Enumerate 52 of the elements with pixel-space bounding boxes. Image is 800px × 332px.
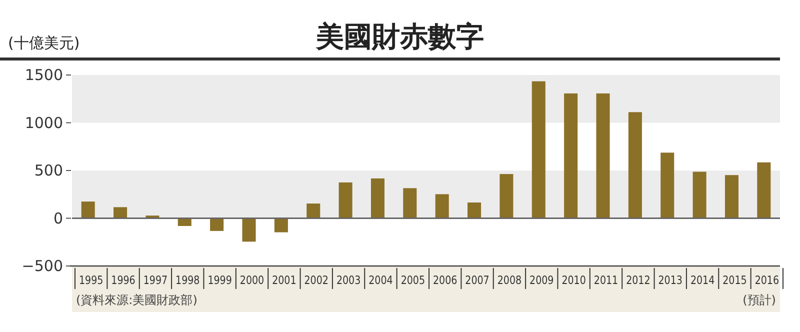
bar bbox=[724, 175, 738, 218]
y-axis-title: (十億美元) bbox=[8, 34, 80, 52]
bar bbox=[178, 218, 192, 226]
bar bbox=[274, 218, 288, 232]
x-tick-label: 2003 bbox=[336, 273, 363, 287]
y-tick-label: 500 bbox=[34, 162, 63, 180]
x-tick-label: 1997 bbox=[143, 273, 170, 287]
bar bbox=[660, 152, 674, 218]
bar bbox=[242, 218, 256, 242]
x-tick-label: 2010 bbox=[562, 273, 588, 287]
bar bbox=[500, 174, 514, 218]
x-tick-label: 2007 bbox=[465, 273, 492, 287]
x-tick-label: 1995 bbox=[79, 273, 106, 287]
text: (預計) bbox=[742, 293, 776, 307]
text: (資料來源:美國財政部) bbox=[76, 293, 198, 307]
x-tick-label: 2013 bbox=[658, 273, 685, 287]
y-tick-label: 0 bbox=[53, 209, 63, 228]
bar bbox=[370, 178, 384, 218]
bar bbox=[596, 93, 610, 218]
x-tick-label: 2016 bbox=[754, 273, 782, 287]
x-tick-label: 1999 bbox=[208, 273, 234, 287]
bar bbox=[532, 81, 546, 218]
x-tick-label: 2002 bbox=[304, 273, 331, 287]
bar bbox=[306, 204, 320, 218]
chart-title: 美國財赤數字 bbox=[315, 20, 484, 53]
bar bbox=[403, 188, 417, 218]
x-tick-label: 2009 bbox=[530, 273, 556, 287]
y-tick-label: 1500 bbox=[24, 66, 63, 84]
bar bbox=[210, 218, 224, 231]
y-tick-label: 1000 bbox=[24, 114, 63, 132]
bar bbox=[468, 202, 482, 218]
x-tick-label: 1998 bbox=[176, 273, 202, 287]
bar bbox=[628, 112, 642, 218]
x-tick-label: 2011 bbox=[594, 273, 620, 287]
bar bbox=[757, 162, 771, 218]
bar bbox=[564, 93, 578, 218]
bar bbox=[114, 207, 128, 218]
x-tick-label: 2015 bbox=[722, 273, 749, 287]
bar bbox=[81, 202, 95, 218]
x-tick-label: 2012 bbox=[626, 273, 652, 287]
x-tick-label: 2001 bbox=[272, 273, 298, 287]
bar bbox=[435, 194, 449, 218]
x-tick-label: 2014 bbox=[690, 273, 717, 287]
x-tick-label: 2006 bbox=[433, 273, 460, 287]
x-tick-label: 2000 bbox=[240, 273, 266, 287]
bar bbox=[692, 172, 706, 218]
y-tick-label: −500 bbox=[22, 257, 63, 275]
bar bbox=[338, 182, 352, 218]
x-tick-label: 2008 bbox=[497, 273, 524, 287]
x-tick-label: 2004 bbox=[368, 273, 395, 287]
x-tick-label: 2005 bbox=[400, 273, 428, 287]
x-tick-label: 1996 bbox=[111, 273, 138, 287]
